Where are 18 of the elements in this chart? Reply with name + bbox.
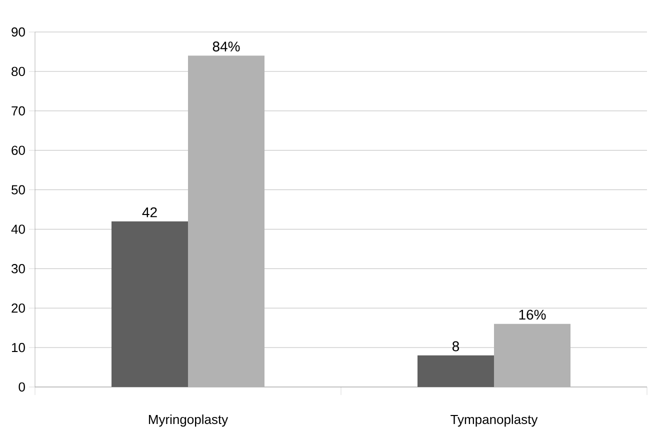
- y-tick-label: 40: [11, 224, 25, 234]
- y-tick-label: 0: [18, 382, 25, 392]
- x-tick-label: Tympanoplasty: [450, 414, 538, 427]
- y-tick-label: 80: [12, 66, 25, 76]
- y-tick-label: 20: [12, 303, 25, 313]
- data-label: 42: [142, 207, 157, 218]
- y-tick-label: 60: [12, 146, 25, 155]
- x-tick-label: Myringoplasty: [148, 414, 228, 427]
- data-label: 16%: [519, 310, 546, 320]
- y-tick-label: 90: [12, 27, 25, 37]
- bar: [112, 221, 188, 387]
- y-tick-label: 50: [12, 185, 25, 194]
- y-tick-label: 70: [12, 106, 25, 116]
- y-tick-label: 10: [12, 342, 25, 352]
- data-label: 8: [452, 341, 460, 352]
- data-label: 84%: [212, 42, 240, 52]
- y-tick-label: 30: [12, 264, 25, 274]
- bar: [418, 355, 494, 387]
